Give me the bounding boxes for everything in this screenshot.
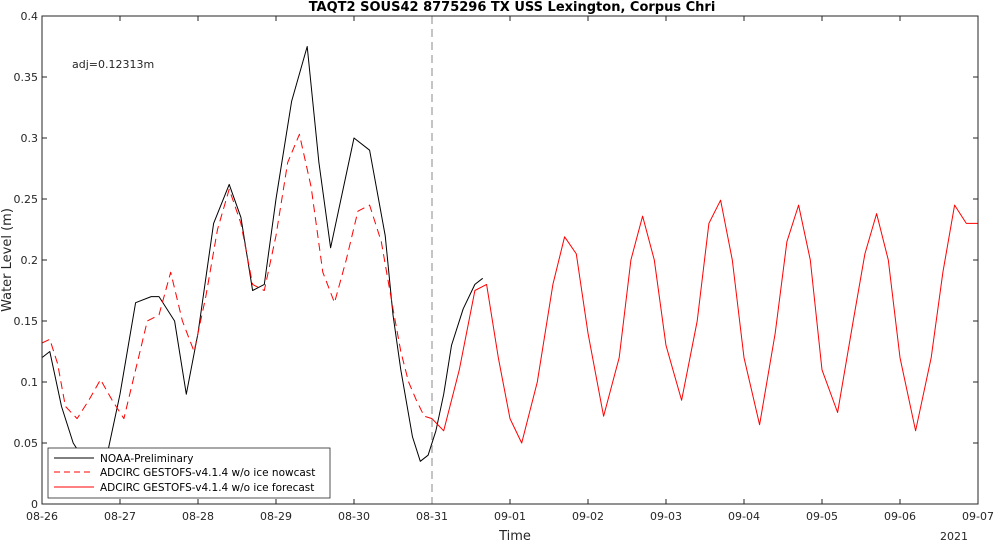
x-tick-label: 08-28 [182,510,214,523]
series-forecast [431,199,978,444]
x-tick-label: 09-04 [728,510,760,523]
y-tick-label: 0 [31,498,38,511]
chart-title: TAQT2 SOUS42 8775296 TX USS Lexington, C… [309,0,716,15]
y-axis-label: Water Level (m) [0,208,15,312]
annotation-adj: adj=0.12313m [72,58,154,71]
x-tick-label: 09-06 [884,510,916,523]
x-tick-label: 08-29 [260,510,292,523]
x-axis-ticks: 08-26 08-27 08-28 08-29 08-30 08-31 09-01 09-02… [26,16,994,523]
plot-frame [41,15,979,505]
x-tick-label: 09-05 [806,510,838,523]
x-tick-label: 08-27 [104,510,136,523]
legend-label-nowcast: ADCIRC GESTOFS-v4.1.4 w/o ice nowcast [100,467,315,479]
series-noaa-preliminary [41,46,484,462]
y-tick-label: 0.2 [21,254,39,267]
legend-label-forecast: ADCIRC GESTOFS-v4.1.4 w/o ice forecast [100,482,314,494]
x-tick-label: 09-01 [494,510,526,523]
x-tick-label: 08-26 [26,510,58,523]
legend-label-noaa: NOAA-Preliminary [100,453,193,465]
x-tick-label: 08-31 [416,510,448,523]
x-tick-label: 08-30 [338,510,370,523]
year-label: 2021 [940,530,968,541]
legend: NOAA-Preliminary ADCIRC GESTOFS-v4.1.4 w… [47,447,331,499]
series-nowcast [41,133,433,420]
y-tick-label: 0.05 [14,437,39,450]
y-tick-label: 0.35 [14,71,39,84]
series-group [41,46,978,462]
x-axis-label: Time [498,529,531,541]
legend-box [47,447,331,499]
y-tick-label: 0.1 [21,376,39,389]
y-tick-label: 0.3 [21,132,39,145]
y-tick-label: 0.4 [21,10,39,23]
x-tick-label: 09-03 [650,510,682,523]
y-axis-ticks: 0 0.05 0.1 0.15 0.2 0.25 0.3 0.35 0.4 [14,10,978,511]
y-tick-label: 0.25 [14,193,39,206]
y-tick-label: 0.15 [14,315,39,328]
x-tick-label: 09-02 [572,510,604,523]
x-tick-label: 09-07 [962,510,994,523]
